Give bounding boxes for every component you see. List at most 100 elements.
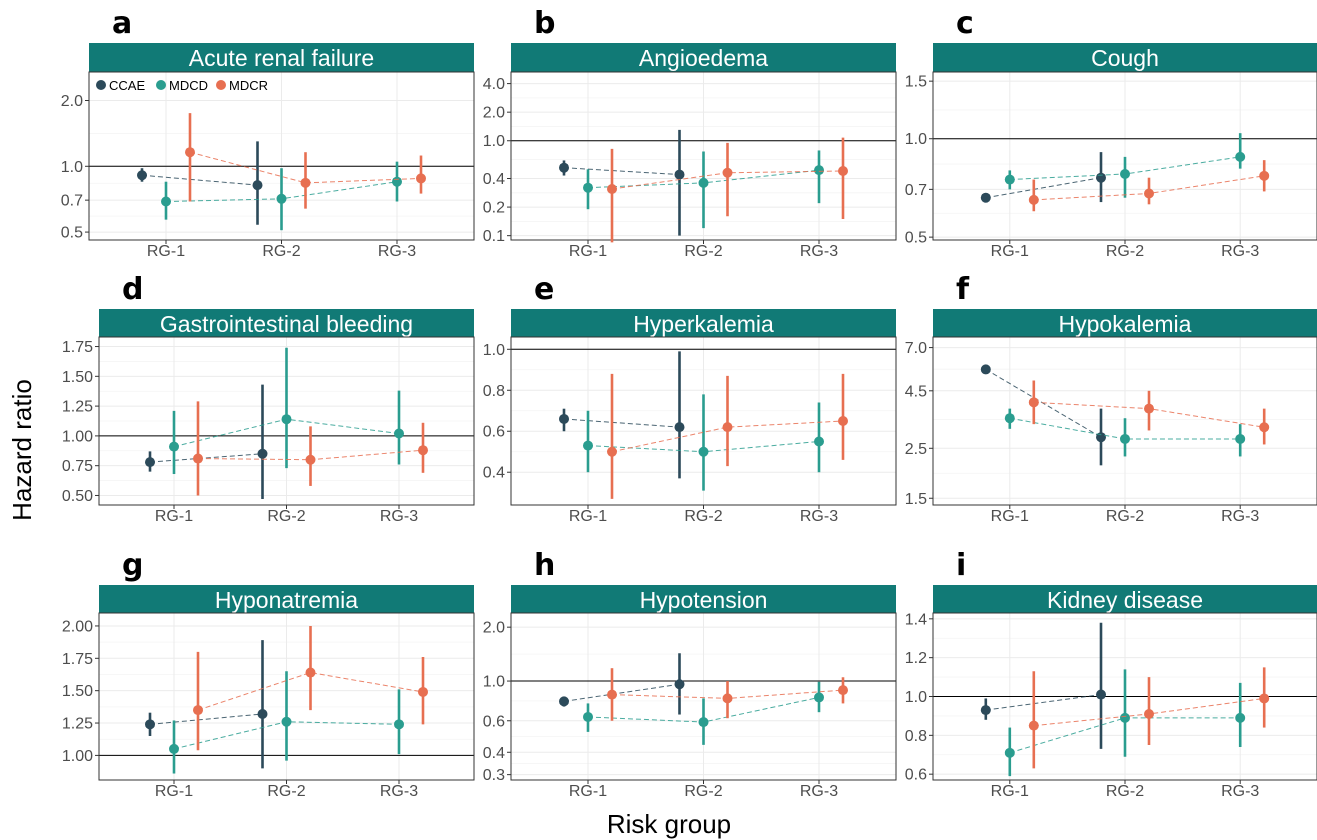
series-line-ccae bbox=[563, 418, 680, 428]
x-tick-label: RG-3 bbox=[1221, 783, 1259, 800]
series-line-ccae bbox=[985, 694, 1102, 711]
panel-letter: h bbox=[534, 548, 555, 583]
y-tick-label: 1.00 bbox=[62, 748, 93, 765]
point-ccae bbox=[137, 170, 147, 181]
series-line-mdcd bbox=[1009, 417, 1241, 440]
point-mdcd bbox=[814, 692, 824, 703]
point-ccae bbox=[1096, 432, 1106, 443]
strip-background bbox=[511, 43, 896, 72]
point-ccae bbox=[252, 180, 263, 191]
series-line-ccae bbox=[149, 713, 263, 725]
y-tick-label: 1.00 bbox=[62, 428, 93, 445]
x-tick-label: RG-1 bbox=[991, 508, 1029, 525]
panel-letter: b bbox=[534, 6, 555, 41]
panel-letter: e bbox=[534, 272, 554, 307]
point-mdcr bbox=[838, 165, 848, 176]
point-mdcr bbox=[418, 445, 428, 456]
y-tick-label: 0.7 bbox=[905, 182, 927, 199]
y-tick-label: 1.5 bbox=[905, 74, 927, 91]
point-mdcd bbox=[1120, 169, 1130, 180]
x-axis-title: Risk group bbox=[607, 809, 731, 839]
point-mdcd bbox=[814, 436, 824, 447]
panel-title: Cough bbox=[1091, 45, 1159, 71]
y-tick-label: 1.50 bbox=[62, 683, 93, 700]
series-line-mdcr bbox=[611, 420, 844, 453]
strip-background bbox=[511, 585, 896, 613]
y-tick-label: 0.5 bbox=[905, 230, 927, 247]
panel-letter: i bbox=[956, 548, 966, 583]
point-mdcd bbox=[698, 717, 709, 728]
legend-marker-mdcr bbox=[216, 80, 226, 90]
y-tick-label: 0.6 bbox=[483, 713, 505, 730]
panel-letter: d bbox=[122, 272, 143, 307]
x-tick-label: RG-1 bbox=[991, 783, 1029, 800]
x-tick-label: RG-1 bbox=[569, 508, 607, 525]
x-tick-label: RG-2 bbox=[267, 783, 305, 800]
point-mdcd bbox=[1235, 712, 1246, 723]
point-mdcd bbox=[1004, 413, 1015, 424]
y-tick-label: 0.4 bbox=[483, 171, 505, 188]
panel-e: e Hyperkalemia 0.4 0.6 0.8 1.0 RG-1 RG-2 RG-3 bbox=[483, 272, 897, 525]
series-line-ccae bbox=[985, 177, 1102, 199]
point-ccae bbox=[980, 705, 991, 716]
point-mdcd bbox=[583, 711, 593, 722]
point-mdcr bbox=[838, 685, 848, 696]
point-mdcd bbox=[169, 743, 179, 754]
x-tick-label: RG-2 bbox=[1106, 783, 1144, 800]
x-tick-label: RG-2 bbox=[684, 508, 722, 525]
point-mdcr bbox=[1144, 708, 1154, 719]
point-mdcd bbox=[394, 719, 404, 730]
point-mdcr bbox=[1028, 194, 1039, 205]
x-tick-label: RG-1 bbox=[569, 243, 607, 260]
point-mdcr bbox=[193, 453, 203, 464]
panel-title: Hyponatremia bbox=[215, 587, 358, 613]
y-tick-label: 4.0 bbox=[483, 76, 505, 93]
point-mdcr bbox=[722, 693, 733, 704]
point-mdcd bbox=[161, 196, 171, 207]
y-tick-label: 1.50 bbox=[62, 369, 93, 386]
x-tick-label: RG-3 bbox=[1221, 243, 1259, 260]
panel-title: Gastrointestinal bleeding bbox=[160, 311, 413, 337]
strip-background bbox=[99, 585, 474, 613]
y-tick-label: 0.1 bbox=[483, 228, 505, 245]
y-tick-label: 0.4 bbox=[483, 745, 505, 762]
legend-label-mdcr: MDCR bbox=[229, 78, 268, 93]
y-tick-label: 1.0 bbox=[483, 342, 505, 359]
point-mdcd bbox=[1235, 433, 1246, 444]
point-mdcd bbox=[583, 182, 593, 193]
legend-marker-ccae bbox=[96, 80, 106, 90]
y-tick-label: 0.2 bbox=[483, 200, 505, 217]
panel-a: a Acute renal failure 0.5 0.7 1.0 2.0 RG-1 RG-2… bbox=[61, 6, 475, 260]
legend: CCAE MDCD MDCR bbox=[96, 78, 268, 93]
panel-b: b Angioedema 0.1 0.2 0.4 1.0 2.0 4.0 RG-1 RG-2 RG-… bbox=[483, 6, 897, 260]
y-tick-label: 1.5 bbox=[905, 491, 927, 508]
y-tick-label: 0.5 bbox=[61, 225, 83, 242]
point-ccae bbox=[674, 422, 685, 433]
panel-title: Angioedema bbox=[639, 45, 768, 71]
x-tick-label: RG-3 bbox=[378, 243, 416, 260]
series-line-ccae bbox=[563, 167, 680, 176]
panel-d: d Gastrointestinal bleeding 0.50 0.75 1.00 1.… bbox=[62, 272, 475, 525]
x-tick-label: RG-3 bbox=[380, 508, 418, 525]
panel-i: i Kidney disease 0.6 0.8 1.0 1.2 1.4 RG-1 RG-2 RG… bbox=[905, 548, 1317, 800]
x-tick-label: RG-1 bbox=[155, 508, 193, 525]
x-tick-label: RG-1 bbox=[155, 783, 193, 800]
y-tick-label: 0.3 bbox=[483, 767, 505, 784]
point-ccae bbox=[1096, 689, 1106, 700]
strip-background bbox=[89, 43, 474, 72]
point-mdcr bbox=[1028, 397, 1039, 408]
point-mdcd bbox=[276, 193, 287, 204]
point-mdcd bbox=[814, 165, 824, 176]
point-ccae bbox=[674, 679, 685, 690]
legend-marker-mdcd bbox=[156, 80, 166, 90]
x-tick-label: RG-3 bbox=[800, 508, 838, 525]
point-mdcd bbox=[281, 414, 292, 425]
point-mdcr bbox=[1144, 403, 1154, 414]
point-ccae bbox=[145, 457, 155, 468]
y-tick-label: 0.8 bbox=[905, 728, 927, 745]
y-tick-label: 4.5 bbox=[905, 383, 927, 400]
panel-c: c Cough 0.5 0.7 1.0 1.5 RG-1 RG-2 RG-3 bbox=[905, 6, 1317, 260]
y-tick-label: 0.8 bbox=[483, 383, 505, 400]
panel-letter: a bbox=[112, 6, 132, 41]
